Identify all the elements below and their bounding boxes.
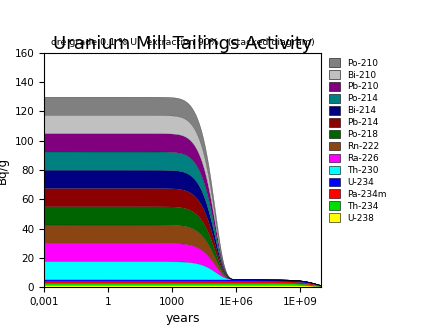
Y-axis label: Bq/g: Bq/g	[0, 156, 9, 183]
Text: ore grade 0.1 % U;  extraction 90%   (stacked diagram): ore grade 0.1 % U; extraction 90% (stack…	[51, 38, 315, 47]
Legend: Po-210, Bi-210, Pb-210, Po-214, Bi-214, Pb-214, Po-218, Rn-222, Ra-226, Th-230, : Po-210, Bi-210, Pb-210, Po-214, Bi-214, …	[329, 57, 388, 224]
X-axis label: years: years	[165, 313, 200, 325]
Title: Uranium Mill Tailings Activity: Uranium Mill Tailings Activity	[53, 35, 312, 53]
